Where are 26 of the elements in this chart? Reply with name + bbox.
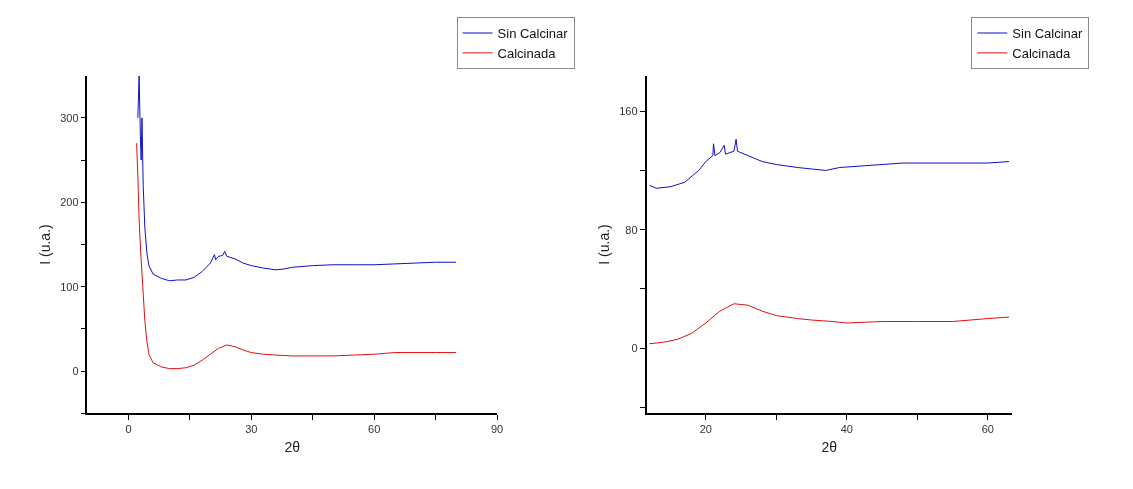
y-tick-label: 0 — [72, 364, 79, 377]
x-tick-label: 40 — [840, 423, 853, 436]
legend-label: Sin Calcinar — [1012, 26, 1084, 42]
y-tick-label: 200 — [60, 196, 79, 209]
line-series — [137, 75, 457, 282]
y-tick-label: 300 — [60, 111, 79, 124]
line-series — [136, 142, 457, 370]
x-axis-title: 2θ — [821, 439, 838, 456]
x-tick-label: 60 — [368, 423, 381, 436]
legend-label: Calcinada — [497, 45, 557, 61]
line-series — [648, 303, 1010, 345]
x-tick-label: 0 — [125, 423, 132, 436]
y-tick-label: 0 — [631, 342, 638, 355]
y-tick-label: 160 — [619, 105, 638, 118]
y-tick-label: 100 — [60, 280, 79, 293]
x-tick-label: 90 — [490, 423, 504, 436]
legend-label: Sin Calcinar — [497, 26, 569, 42]
x-tick-label: 60 — [981, 423, 994, 436]
y-axis-title: I (u.a.) — [37, 224, 54, 265]
y-axis-title: I (u.a.) — [596, 224, 613, 265]
y-tick-label: 80 — [625, 223, 638, 236]
legend-label: Calcinada — [1012, 45, 1071, 61]
x-tick-label: 30 — [245, 423, 258, 436]
line-series — [648, 138, 1010, 189]
x-axis-title: 2θ — [284, 439, 301, 456]
x-tick-label: 20 — [699, 423, 712, 436]
